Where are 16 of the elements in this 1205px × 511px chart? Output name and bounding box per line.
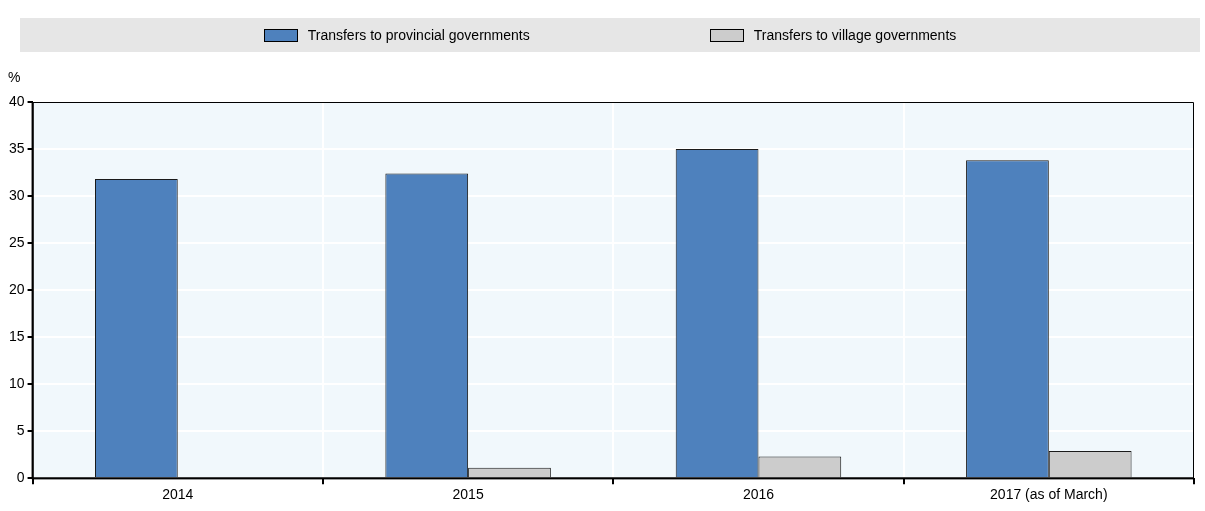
x-tick-label: 2017 (as of March) [990,486,1108,503]
y-tick-label: 0 [16,469,25,486]
legend-label: Transfers to village governments [753,27,957,43]
y-tick-label: 20 [8,280,25,297]
legend-label: Transfers to provincial governments [307,27,530,43]
x-tick-label: 2016 [742,486,775,503]
y-tick-label: 40 [8,92,25,109]
y-tick-label: 15 [8,327,25,344]
x-tick-label: 2015 [452,486,484,503]
y-tick-label: 5 [16,422,25,439]
y-axis-title: % [8,69,21,85]
x-tick-label: 2014 [162,486,194,503]
y-tick-label: 30 [8,186,25,203]
y-tick-label: 10 [8,375,25,392]
y-tick-label: 35 [8,139,25,156]
y-tick-label: 25 [8,233,25,250]
